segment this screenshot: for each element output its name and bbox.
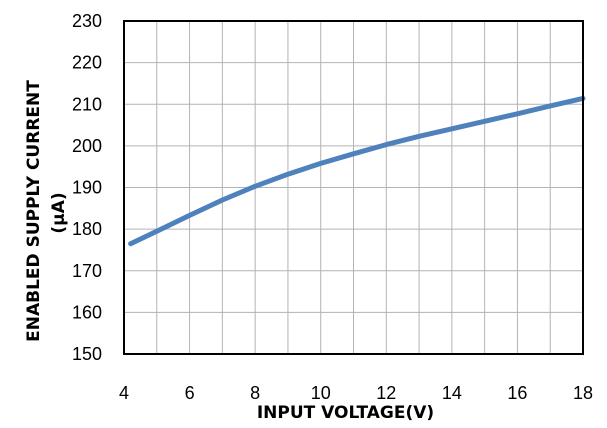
series-layer bbox=[128, 95, 586, 247]
y-tick-labels: 150 160 170 180 190 200 210 220 230 bbox=[72, 11, 102, 364]
x-axis-title: INPUT VOLTAGE(V) bbox=[257, 403, 434, 423]
y-tick-label: 220 bbox=[72, 53, 102, 73]
y-tick-label: 230 bbox=[72, 11, 102, 31]
y-tick-label: 200 bbox=[72, 136, 102, 156]
x-tick-label: 18 bbox=[573, 383, 593, 403]
x-tick-labels: 4 6 8 10 12 14 16 18 bbox=[119, 383, 593, 403]
y-tick-label: 210 bbox=[72, 94, 102, 114]
grid bbox=[124, 21, 583, 354]
x-tick-label: 6 bbox=[185, 383, 195, 403]
y-axis-title-line2: (µA) bbox=[49, 192, 69, 233]
y-tick-label: 180 bbox=[72, 219, 102, 239]
x-tick-label: 8 bbox=[250, 383, 260, 403]
plot-frame bbox=[123, 20, 584, 355]
x-tick-label: 4 bbox=[119, 383, 129, 403]
y-tick-label: 170 bbox=[72, 261, 102, 281]
y-tick-label: 160 bbox=[72, 302, 102, 322]
y-axis-title-line1: ENABLED SUPPLY CURRENT bbox=[24, 80, 44, 342]
y-axis-title: ENABLED SUPPLY CURRENT (µA) bbox=[24, 80, 69, 342]
x-tick-label: 10 bbox=[311, 383, 331, 403]
x-tick-label: 16 bbox=[507, 383, 527, 403]
series-line-0 bbox=[128, 95, 586, 247]
x-tick-label: 12 bbox=[376, 383, 396, 403]
y-tick-label: 190 bbox=[72, 178, 102, 198]
x-tick-label: 14 bbox=[442, 383, 462, 403]
y-tick-label: 150 bbox=[72, 344, 102, 364]
